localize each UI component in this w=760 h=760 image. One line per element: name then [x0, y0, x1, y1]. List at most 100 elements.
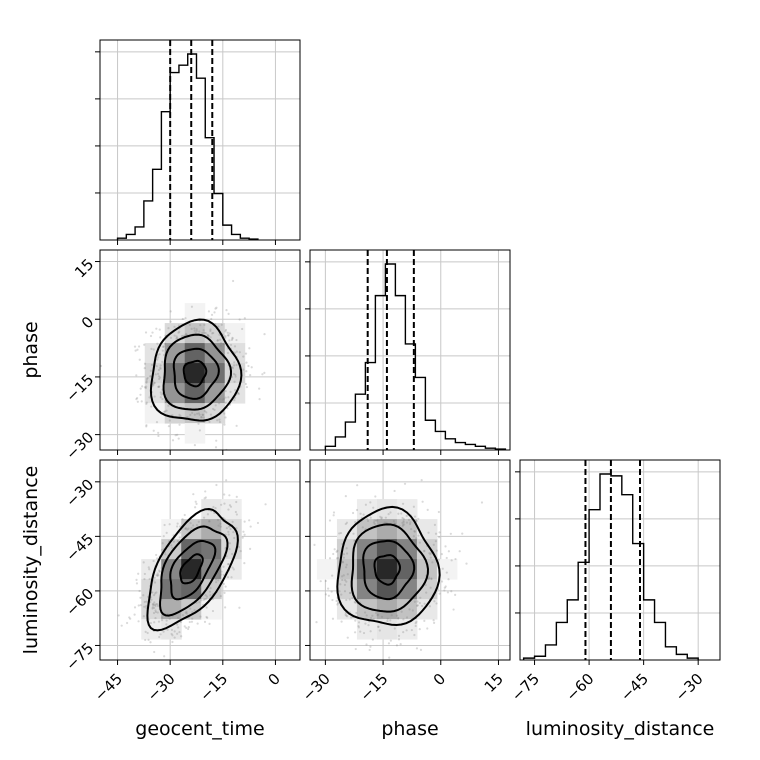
sample-point — [177, 324, 180, 327]
sample-point — [438, 531, 441, 534]
y-tick-label: 0 — [78, 313, 97, 332]
sample-point — [392, 520, 395, 523]
sample-point — [195, 523, 199, 527]
sample-point — [144, 630, 147, 633]
sample-point — [157, 372, 160, 375]
sample-point — [149, 641, 152, 644]
sample-point — [354, 601, 357, 604]
sample-point — [161, 349, 164, 352]
sample-point — [445, 571, 448, 574]
sample-point — [331, 617, 335, 620]
sample-point — [414, 624, 417, 628]
sample-point — [362, 631, 366, 635]
contour-level-1 — [169, 539, 217, 601]
density-cell — [184, 323, 206, 344]
sample-point — [186, 528, 189, 531]
sample-point — [158, 385, 161, 388]
sample-point — [431, 561, 434, 564]
sample-point — [369, 516, 372, 519]
sample-point — [228, 332, 231, 335]
sample-point — [136, 348, 139, 351]
sample-point — [195, 328, 198, 331]
sample-point — [402, 618, 405, 621]
sample-point — [120, 624, 123, 627]
sample-point — [306, 620, 308, 622]
x-tick-label: 15 — [481, 670, 507, 696]
sample-point — [224, 606, 227, 609]
sample-point — [419, 648, 423, 651]
density-panel-phase-vs-luminosity_distance: −30 −15 0 15 — [299, 459, 511, 705]
sample-point — [327, 587, 330, 590]
sample-point — [158, 484, 160, 486]
sample-point — [181, 317, 184, 321]
sample-point — [480, 501, 484, 504]
sample-point — [218, 338, 222, 341]
sample-point — [216, 339, 219, 342]
sample-point — [165, 409, 168, 412]
sample-point — [410, 527, 413, 531]
sample-point — [454, 557, 457, 561]
sample-point — [154, 609, 157, 612]
sample-point — [212, 505, 215, 509]
sample-point — [184, 611, 187, 614]
sample-point — [408, 608, 411, 611]
sample-point — [158, 377, 161, 381]
sample-point — [217, 579, 220, 582]
sample-point — [429, 586, 432, 589]
sample-point — [222, 582, 225, 585]
sample-point — [163, 410, 166, 413]
density-cell — [161, 619, 182, 640]
sample-point — [371, 638, 374, 641]
sample-point — [187, 527, 190, 530]
sample-point — [176, 540, 179, 543]
sample-point — [227, 525, 231, 528]
sample-point — [441, 567, 444, 570]
sample-point — [152, 348, 155, 351]
sample-point — [207, 310, 211, 313]
sample-point — [149, 622, 153, 625]
sample-point — [465, 562, 468, 565]
sample-point — [343, 583, 347, 586]
sample-point — [145, 600, 148, 603]
sample-point — [125, 621, 129, 625]
sample-point — [208, 590, 212, 593]
density-cell — [376, 599, 398, 620]
sample-point — [245, 361, 248, 364]
sample-point — [223, 591, 226, 594]
sample-point — [429, 556, 432, 559]
sample-point — [421, 604, 424, 608]
sample-point — [373, 519, 376, 522]
sample-point — [426, 508, 429, 511]
sample-point — [243, 561, 246, 565]
sample-point — [156, 574, 159, 577]
density-cell — [356, 499, 378, 520]
sample-point — [218, 575, 221, 578]
sample-point — [256, 521, 260, 525]
sample-point — [179, 415, 182, 418]
sample-point — [205, 606, 208, 609]
sample-point — [438, 536, 441, 539]
x-tick-label: −15 — [196, 670, 231, 705]
sample-point — [395, 614, 399, 617]
sample-point — [187, 626, 190, 629]
sample-point — [447, 578, 450, 581]
sample-point — [235, 424, 238, 427]
sample-point — [400, 610, 403, 613]
sample-point — [214, 446, 218, 449]
sample-point — [205, 615, 208, 619]
density-cell — [396, 599, 418, 620]
sample-point — [366, 519, 370, 523]
sample-point — [428, 605, 432, 608]
sample-point — [145, 380, 148, 383]
sample-point — [369, 501, 372, 504]
panel-frame — [99, 459, 301, 661]
sample-point — [223, 423, 226, 426]
sample-point — [149, 375, 152, 378]
sample-point — [242, 355, 245, 358]
sample-point — [437, 510, 440, 514]
sample-point — [248, 347, 251, 350]
sample-point — [380, 517, 383, 520]
sample-point — [418, 601, 421, 605]
sample-point — [220, 342, 223, 345]
sample-point — [185, 610, 188, 613]
